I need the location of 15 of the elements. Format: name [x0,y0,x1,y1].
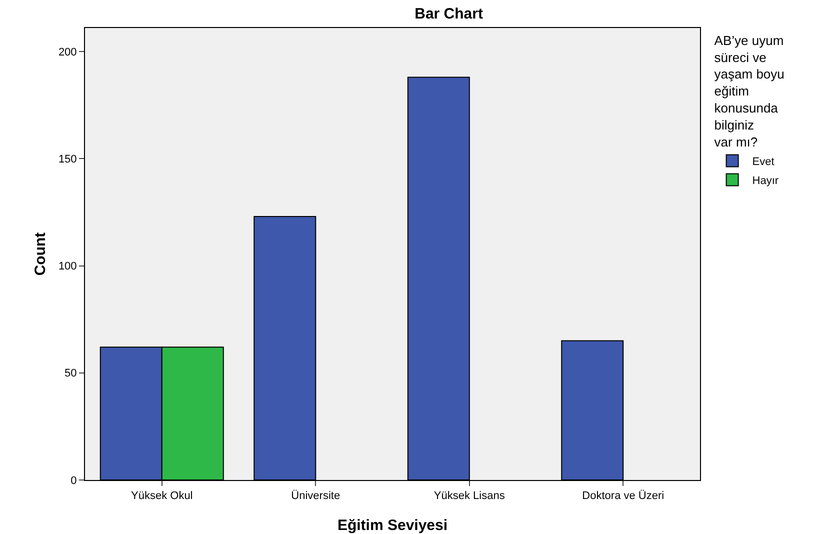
y-tick-label: 150 [58,154,77,166]
chart-title: Bar Chart [414,6,483,23]
legend-label: Hayır [752,175,779,188]
y-tick-label: 200 [58,46,77,58]
x-tick-label: Doktora ve Üzeri [582,489,664,502]
y-tick-label: 100 [58,260,77,273]
x-tick-label: Yüksek Lisans [434,490,506,502]
legend-label: Evet [752,156,774,168]
x-axis-title: Eğitim Seviyesi [337,517,448,534]
x-tick-label: Yüksek Okul [131,490,193,502]
legend-title: AB’ye uyum süreci ve yaşam boyu eğitim konusunda bilginiz var mı? [714,32,784,150]
x-tick-label: Üniversite [291,489,340,502]
y-tick-label: 0 [70,474,77,487]
y-tick-label: 50 [64,368,77,380]
y-axis-title: Count [32,232,49,276]
